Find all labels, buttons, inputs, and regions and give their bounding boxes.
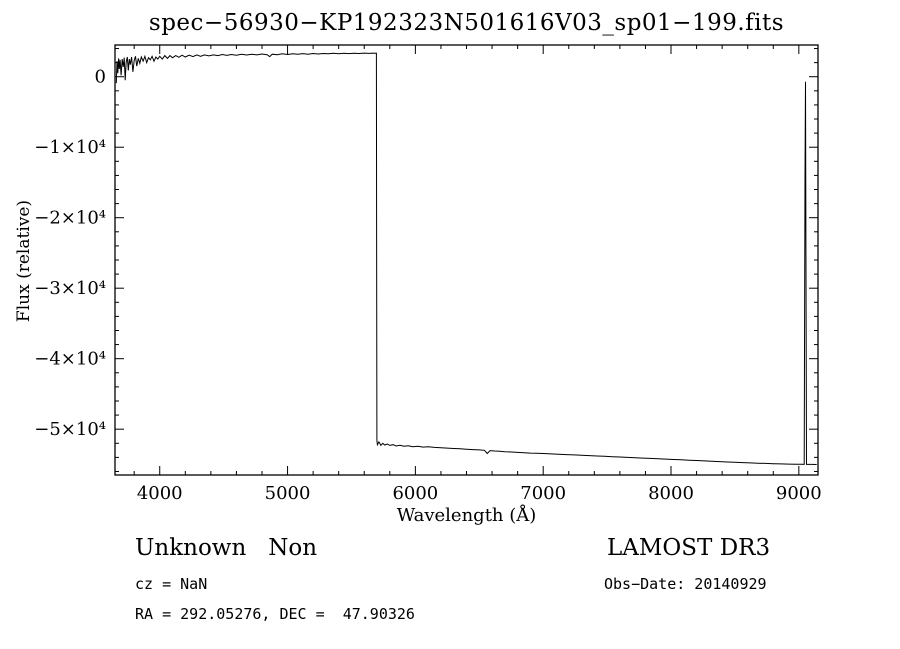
x-tick-label: 5000 bbox=[265, 483, 311, 504]
classification-label: Unknown Non bbox=[135, 535, 318, 561]
x-tick-label: 8000 bbox=[648, 483, 694, 504]
plot-frame bbox=[114, 44, 819, 476]
y-tick-label: −3×10⁴ bbox=[34, 278, 106, 299]
y-tick-label: −2×10⁴ bbox=[34, 208, 106, 229]
obs-date-value: Obs−Date: 20140929 bbox=[604, 575, 767, 593]
ra-dec-value: RA = 292.05276, DEC = 47.90326 bbox=[135, 605, 415, 623]
y-tick-label: −4×10⁴ bbox=[34, 349, 106, 370]
x-tick-label: 9000 bbox=[776, 483, 822, 504]
y-tick-label: −1×10⁴ bbox=[34, 137, 106, 158]
cz-value: cz = NaN bbox=[135, 575, 208, 593]
x-tick-label: 6000 bbox=[392, 483, 438, 504]
x-axis-label: Wavelength (Å) bbox=[396, 505, 537, 526]
y-axis-label: Flux (relative) bbox=[14, 199, 34, 323]
y-tick-label: −5×10⁴ bbox=[34, 419, 106, 440]
x-tick-label: 4000 bbox=[137, 483, 183, 504]
y-tick-label: 0 bbox=[95, 67, 106, 88]
plot-title: spec−56930−KP192323N501616V03_sp01−199.f… bbox=[148, 10, 785, 36]
x-tick-label: 7000 bbox=[520, 483, 566, 504]
survey-label: LAMOST DR3 bbox=[607, 535, 771, 561]
spectrum-line bbox=[115, 52, 817, 465]
